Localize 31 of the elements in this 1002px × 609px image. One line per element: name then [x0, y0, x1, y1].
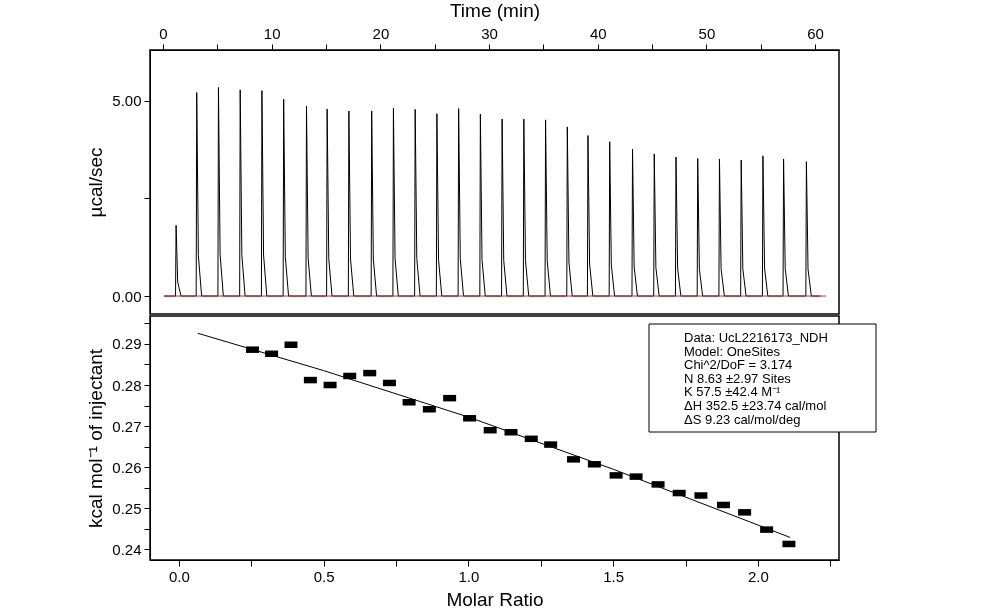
annotation: Model: OneSites: [684, 343, 781, 359]
annotation: K 57.5 ±42.4 M⁻¹: [684, 384, 782, 400]
y-axis-title: µcal/sec: [85, 147, 107, 218]
annotation: ΔH 352.5 ±23.74 cal/mol: [684, 398, 827, 413]
y-tick-label: 0.24: [112, 540, 142, 558]
x-tick-label: 0.0: [169, 567, 190, 585]
x-tick-label: 2.0: [748, 567, 769, 585]
x-tick-label: 60: [807, 24, 824, 42]
x-tick-label: 40: [589, 24, 607, 42]
x-tick-label: 10: [263, 24, 281, 42]
y-tick-label: 5.00: [112, 92, 142, 110]
x-tick-label: 30: [481, 24, 498, 42]
y-tick-label: 0.26: [112, 458, 142, 476]
x-tick-label: 1.0: [458, 567, 480, 585]
annotation: Chi^2/DoF = 3.174: [684, 357, 793, 373]
x-tick-label: 20: [372, 24, 390, 42]
y-tick-label: 0.25: [112, 499, 142, 517]
x-axis-title: Molar Ratio: [446, 588, 544, 609]
y-tick-label: 0.29: [112, 335, 142, 353]
x-tick-label: 1.5: [603, 567, 625, 585]
y-tick-label: 0.00: [112, 287, 142, 305]
annotation: N 8.63 ±2.97 Sites: [684, 370, 792, 386]
x-axis-title: Time (min): [449, 0, 541, 21]
annotation: ΔS 9.23 cal/mol/deg: [684, 411, 801, 427]
x-tick-label: 0.5: [313, 567, 335, 585]
y-tick-label: 0.28: [112, 376, 142, 394]
y-axis-title: kcal mol⁻¹ of injectant: [85, 348, 107, 529]
x-tick-label: 0: [159, 24, 168, 42]
annotation: Data: UcL2216173_NDH: [684, 330, 828, 345]
y-tick-label: 0.27: [112, 417, 142, 435]
x-tick-label: 50: [698, 24, 716, 42]
